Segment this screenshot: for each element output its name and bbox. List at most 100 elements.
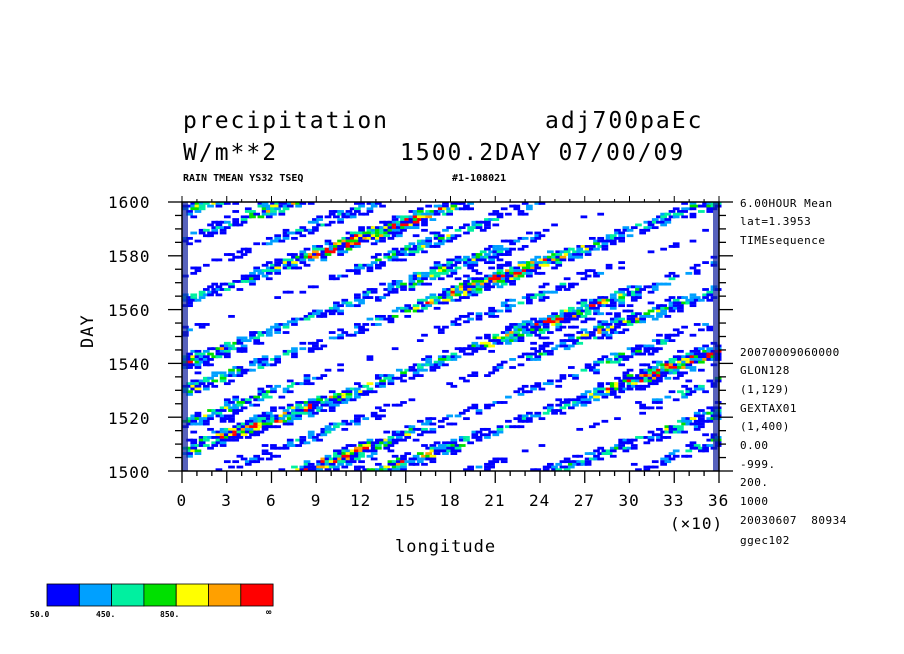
precip-cell (253, 425, 261, 429)
precip-cell (366, 231, 374, 235)
precip-cell (421, 223, 428, 227)
precip-cell (219, 379, 227, 383)
precip-cell (211, 371, 219, 375)
precip-cell (542, 320, 550, 324)
precip-cell (194, 411, 202, 415)
precip-cell (219, 202, 227, 205)
precip-cell (534, 468, 542, 472)
precip-cell (681, 360, 688, 364)
precip-cell (307, 406, 315, 410)
precip-cell (404, 218, 412, 221)
precip-cell (370, 390, 378, 394)
precip-cell (496, 263, 504, 267)
precip-cell (542, 344, 550, 348)
precip-cell (316, 465, 323, 469)
precip-cell (312, 285, 319, 289)
precip-cell (630, 314, 638, 318)
precip-cell (219, 344, 227, 348)
precip-cell (572, 325, 579, 329)
precip-cell (706, 379, 714, 383)
precip-cell (689, 301, 697, 305)
info-line: 20070009060000 (740, 346, 840, 359)
precip-cell (265, 419, 273, 423)
precip-cell (639, 387, 646, 391)
precip-cell (366, 226, 374, 230)
precip-cell (278, 239, 286, 243)
precip-cell (416, 433, 424, 437)
precip-cell (446, 290, 454, 294)
precip-cell (387, 223, 395, 227)
precip-cell (446, 236, 454, 240)
precip-cell (551, 411, 558, 415)
precip-cell (488, 274, 495, 278)
precip-cell (337, 220, 344, 224)
precip-cell (333, 403, 340, 407)
precip-cell (643, 379, 651, 383)
precip-cell (366, 290, 374, 294)
precip-cell (647, 379, 655, 383)
precip-cell (395, 285, 403, 289)
precip-cell (320, 465, 328, 469)
precip-cell (228, 258, 235, 262)
precip-cell (421, 306, 428, 310)
precip-cell (307, 436, 315, 439)
precip-cell (685, 387, 693, 391)
precip-cell (593, 274, 600, 278)
precip-cell (496, 457, 504, 461)
precip-cell (299, 290, 307, 294)
precip-cell (572, 250, 579, 254)
precip-cell (593, 390, 600, 394)
precip-cell (706, 438, 714, 442)
precip-cell (668, 425, 676, 429)
precip-cell (232, 341, 240, 345)
precip-cell (219, 226, 227, 230)
precip-cell (370, 261, 378, 264)
precip-cell (379, 438, 386, 442)
precip-cell (572, 376, 579, 380)
precip-cell (379, 296, 386, 299)
precip-cell (605, 358, 613, 361)
precip-cell (223, 344, 231, 348)
precip-cell (257, 215, 265, 219)
precip-cell (366, 390, 374, 394)
precip-cell (450, 446, 458, 450)
precip-cell (442, 349, 449, 353)
precip-cell (265, 242, 273, 246)
precip-cell (706, 349, 714, 353)
precip-cell (677, 419, 684, 423)
precip-cell (358, 228, 365, 232)
precip-cell (333, 245, 340, 248)
precip-cell (270, 419, 277, 423)
precip-cell (685, 449, 693, 453)
precip-cell (454, 298, 462, 302)
precip-cell (534, 320, 542, 324)
precip-cell (551, 465, 558, 469)
info-line: lat=1.3953 (740, 215, 812, 228)
precip-cell (354, 465, 361, 469)
precip-cell (609, 293, 617, 297)
precip-cell (244, 460, 252, 464)
precip-cell (471, 436, 479, 439)
precip-cell (706, 358, 714, 361)
precip-cell (202, 228, 210, 232)
precip-cell (416, 274, 424, 278)
precip-cell (433, 441, 441, 445)
colorbar-swatch (175, 583, 209, 607)
precip-cell (689, 355, 697, 359)
precip-cell (521, 323, 529, 326)
precip-cell (395, 436, 403, 439)
precip-cell (555, 328, 563, 332)
precip-cell (404, 306, 412, 310)
precip-cell (387, 317, 395, 321)
precip-cell (475, 465, 483, 469)
precip-cell (303, 441, 311, 445)
precip-cell (408, 430, 416, 434)
precip-cell (626, 285, 634, 289)
precip-cell (274, 236, 282, 240)
precip-cell (412, 374, 420, 377)
precip-cell (408, 210, 416, 213)
precip-cell (555, 323, 563, 326)
precip-cell (647, 366, 655, 369)
precip-cell (630, 438, 638, 442)
info-line: TIMEsequence (740, 234, 826, 247)
